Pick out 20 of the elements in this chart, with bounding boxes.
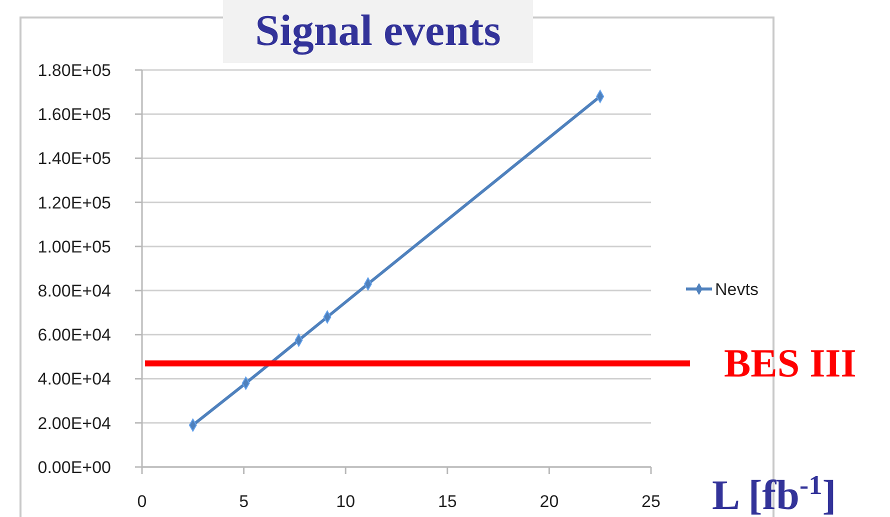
y-tick-label: 6.00E+04 [38,326,111,345]
x-tick-label: 15 [438,492,457,511]
x-tick-label: 0 [137,492,147,511]
y-tick-label: 1.40E+05 [38,149,111,168]
y-tick-label: 1.20E+05 [38,193,111,212]
legend-label: Nevts [715,280,758,299]
y-tick-label: 1.80E+05 [38,60,111,80]
x-tick-label: 20 [540,492,559,511]
y-tick-label: 1.00E+05 [38,237,111,256]
y-tick-label: 4.00E+04 [38,370,111,389]
x-tick-label: 5 [239,492,249,511]
y-tick-label: 1.60E+05 [38,105,111,124]
y-tick-label: 8.00E+04 [38,282,111,301]
ref-line-label: BES III [724,340,856,386]
y-tick-label: 0.00E+00 [38,458,111,477]
x-tick-label: 10 [336,492,356,511]
chart-title: Signal events [255,6,501,55]
x-tick-label: 25 [642,492,660,511]
x-axis-title: L [fb$^{-1}$] [712,470,836,517]
y-tick-label: 2.00E+04 [38,414,111,433]
